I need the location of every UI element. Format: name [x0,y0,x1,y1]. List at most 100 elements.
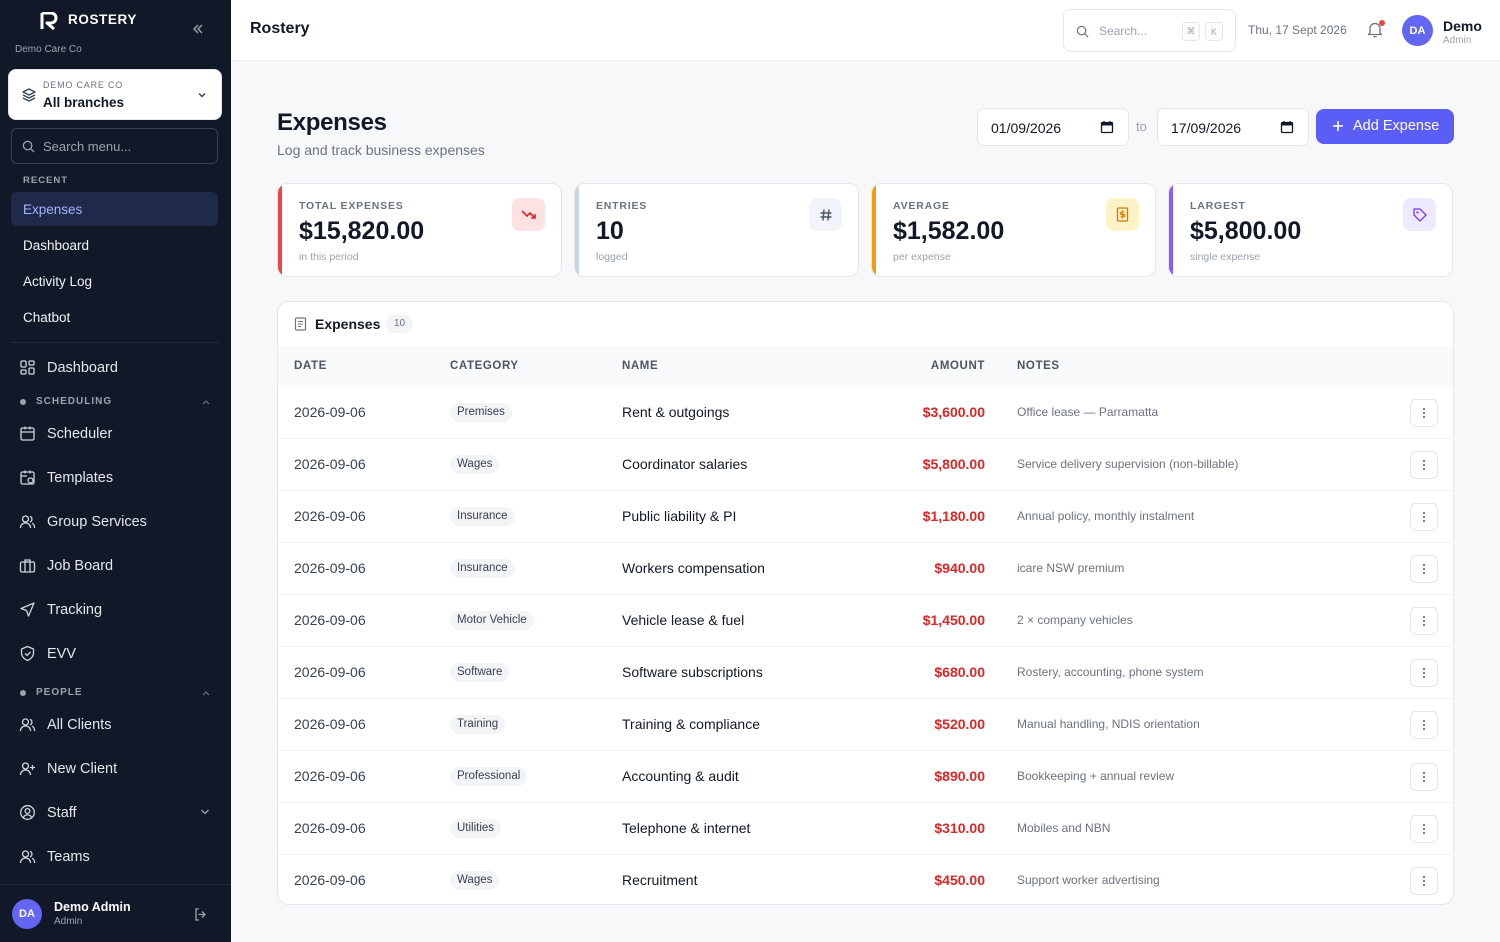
more-vertical-icon[interactable] [1410,607,1438,635]
more-vertical-icon[interactable] [1410,451,1438,479]
recent-label: RECENT [23,175,69,186]
current-date: Thu, 17 Sept 2026 [1248,23,1347,37]
avatar[interactable]: DA [12,899,42,929]
table-row[interactable]: 2026-09-06 Premises Rent & outgoings $3,600… [278,387,1453,439]
sidebar-item-templates[interactable]: Templates [11,461,220,495]
table-row[interactable]: 2026-09-06 Wages Coordinator salaries $5,80… [278,439,1453,491]
table-row[interactable]: 2026-09-06 Training Training & compliance $… [278,699,1453,751]
user-circle-icon [19,804,36,821]
recent-item-activity-log[interactable]: Activity Log [23,274,93,289]
recent-item-dashboard[interactable]: Dashboard [23,238,90,253]
sidebar-item-label: Tracking [47,602,103,618]
row-date: 2026-09-06 [294,768,366,784]
branch-selector[interactable]: DEMO CARE CO All branches [8,69,222,120]
recent-item-chatbot[interactable]: Chatbot [23,310,71,325]
row-date: 2026-09-06 [294,404,366,420]
bell-icon[interactable] [1367,21,1383,38]
category-badge: Wages [450,871,500,890]
row-amount: $310.00 [934,820,985,836]
row-name: Vehicle lease & fuel [622,612,745,628]
avatar[interactable]: DA [1402,15,1433,46]
chevron-down-icon [196,89,208,101]
row-name: Workers compensation [622,560,765,576]
table-row[interactable]: 2026-09-06 Utilities Telephone & internet $… [278,803,1453,855]
row-name: Software subscriptions [622,664,763,680]
more-vertical-icon[interactable] [1410,503,1438,531]
col-date[interactable]: DATE [294,360,327,372]
sidebar-item-new-client[interactable]: New Client [11,752,220,786]
calendar-icon[interactable] [1280,120,1294,134]
sidebar-item-evv[interactable]: EVV [11,637,220,671]
sidebar-item-all-clients[interactable]: All Clients [11,708,220,742]
collapse-sidebar-icon[interactable] [190,21,206,37]
row-notes: Rostery, accounting, phone system [1017,665,1204,679]
more-vertical-icon[interactable] [1410,399,1438,427]
chevron-down-icon [200,808,210,816]
card-accent-bar [872,184,876,276]
topbar: Rostery Search... ⌘ K Thu, 17 Sept 2026 … [231,0,1500,61]
col-name[interactable]: NAME [622,360,659,372]
stat-value: 10 [596,217,624,245]
menu-search-placeholder: Search menu... [43,139,132,154]
global-search-placeholder: Search... [1099,24,1148,38]
table-row[interactable]: 2026-09-06 Insurance Public liability & PI… [278,491,1453,543]
add-expense-label: Add Expense [1353,118,1440,134]
more-vertical-icon[interactable] [1410,867,1438,895]
table-row[interactable]: 2026-09-06 Wages Recruitment $450.00 Support… [278,855,1453,904]
date-to-input[interactable]: 17/09/2026 [1157,108,1309,146]
navigation-icon [19,601,36,618]
recent-item-expenses[interactable]: Expenses [11,192,218,226]
row-amount: $940.00 [934,560,985,576]
sidebar-item-label: Templates [47,470,114,486]
more-vertical-icon[interactable] [1410,815,1438,843]
more-vertical-icon[interactable] [1410,711,1438,739]
group-people[interactable]: PEOPLE [11,685,220,703]
global-search-input[interactable]: Search... ⌘ K [1063,9,1236,52]
stat-sub: single expense [1190,251,1261,263]
row-name: Recruitment [622,872,698,888]
group-scheduling[interactable]: SCHEDULING [11,394,220,412]
date-from-input[interactable]: 01/09/2026 [977,108,1129,146]
chevron-up-icon [202,399,210,405]
stat-sub: per expense [893,251,951,263]
sidebar-item-scheduler[interactable]: Scheduler [11,417,220,451]
more-vertical-icon[interactable] [1410,659,1438,687]
sidebar-item-group-services[interactable]: Group Services [11,505,220,539]
row-name: Coordinator salaries [622,456,748,472]
sidebar-item-staff[interactable]: Staff [11,796,220,830]
card-accent-bar [575,184,579,276]
date-range-to-label: to [1136,119,1147,134]
stat-card-average: AVERAGE $1,582.00 per expense [871,183,1156,277]
category-badge: Utilities [450,819,502,838]
col-amount[interactable]: AMOUNT [930,360,985,372]
users-icon [19,513,36,530]
col-category[interactable]: CATEGORY [450,360,519,372]
sidebar-item-dashboard[interactable]: Dashboard [11,351,220,385]
table-row[interactable]: 2026-09-06 Software Software subscriptions… [278,647,1453,699]
table-row[interactable]: 2026-09-06 Professional Accounting & audit… [278,751,1453,803]
more-vertical-icon[interactable] [1410,555,1438,583]
sidebar-item-job-board[interactable]: Job Board [11,549,220,583]
user-plus-icon [19,760,36,777]
kbd-k: K [1205,22,1223,41]
kbd-cmd: ⌘ [1182,22,1200,41]
row-notes: Bookkeeping + annual review [1017,769,1175,783]
more-vertical-icon[interactable] [1410,763,1438,791]
menu-search-input[interactable]: Search menu... [11,128,218,164]
row-date: 2026-09-06 [294,820,366,836]
logout-icon[interactable] [193,907,208,922]
sidebar-item-teams[interactable]: Teams [11,840,220,874]
branch-selector-label: DEMO CARE CO [43,80,124,90]
col-notes[interactable]: NOTES [1017,360,1060,372]
calendar-icon[interactable] [1100,120,1114,134]
row-notes: Support worker advertising [1017,873,1160,887]
table-row[interactable]: 2026-09-06 Motor Vehicle Vehicle lease & f… [278,595,1453,647]
category-badge: Insurance [450,507,515,526]
sidebar-item-tracking[interactable]: Tracking [11,593,220,627]
row-notes: Mobiles and NBN [1017,821,1111,835]
add-expense-button[interactable]: Add Expense [1316,109,1454,144]
users-icon [19,848,36,865]
row-amount: $890.00 [934,768,985,784]
table-row[interactable]: 2026-09-06 Insurance Workers compensation $… [278,543,1453,595]
org-subtitle: Demo Care Co [15,44,82,55]
